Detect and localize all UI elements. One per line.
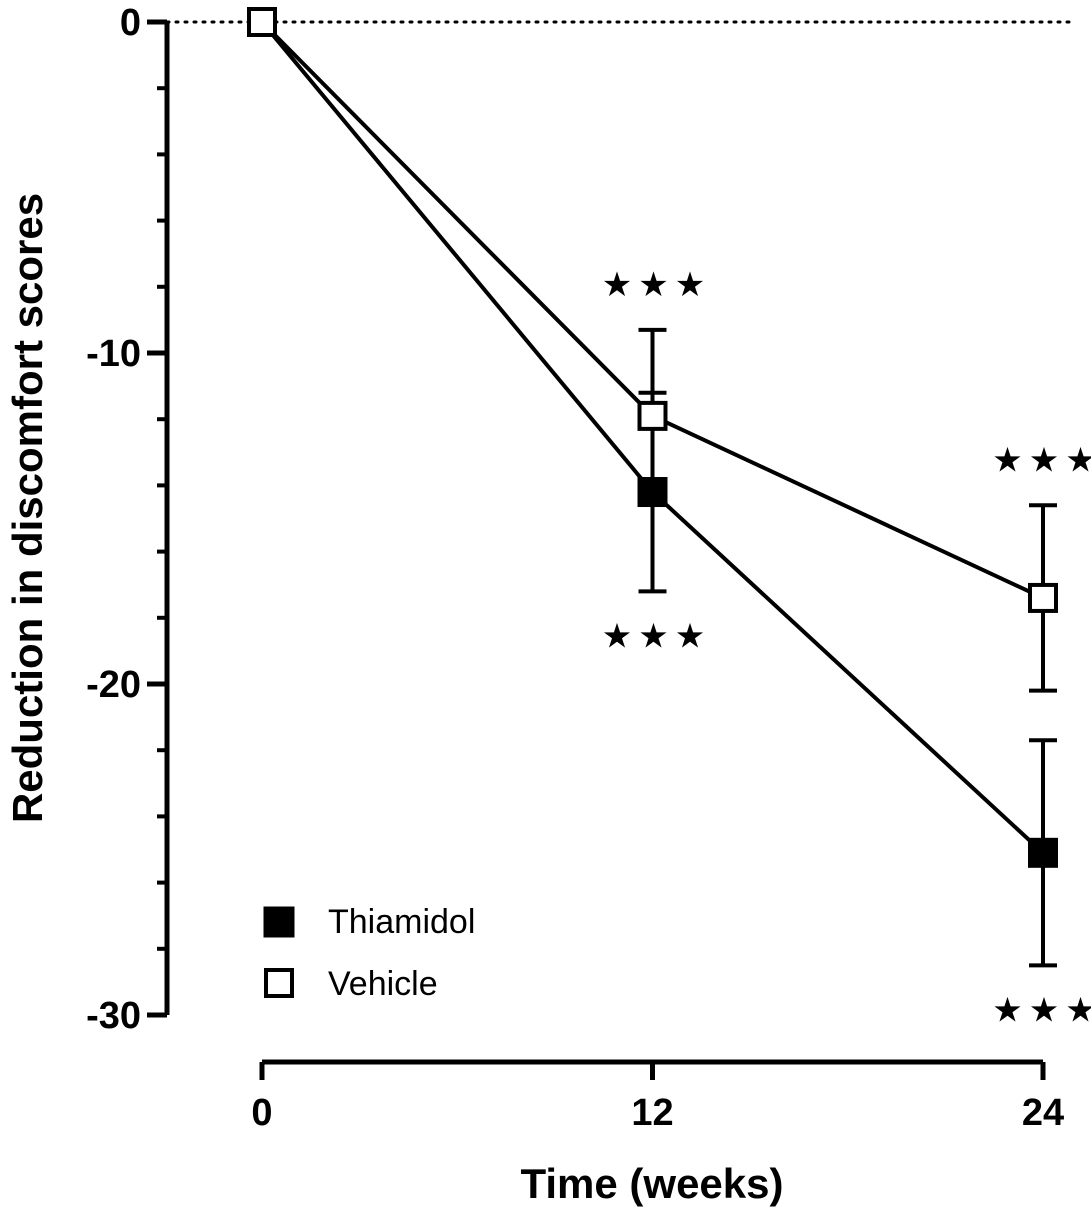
x-axis-title: Time (weeks): [520, 1160, 783, 1207]
data-point-thiamidol: [1028, 837, 1058, 868]
x-tick-label: 24: [1022, 1092, 1064, 1134]
legend-marker-vehicle: [264, 968, 294, 998]
legend-label-thiamidol: Thiamidol: [328, 903, 475, 941]
data-point-vehicle: [637, 400, 668, 431]
y-tick-label: 0: [120, 2, 141, 44]
series-layer: [247, 7, 1058, 968]
x-tick-label: 0: [251, 1092, 272, 1134]
significance-stars-thiamidol: ★★★: [992, 990, 1091, 1030]
significance-stars-thiamidol: ★★★: [602, 616, 711, 656]
significance-markers: ★★★ ★★★ ★★★ ★★★: [602, 265, 1091, 1031]
x-tick-label: 12: [631, 1092, 673, 1134]
y-tick-label: -20: [86, 664, 141, 706]
significance-stars-vehicle: ★★★: [992, 440, 1091, 480]
legend-label-vehicle: Vehicle: [328, 965, 438, 1003]
data-point-vehicle: [1028, 582, 1058, 613]
y-axis-title: Reduction in discomfort scores: [4, 193, 51, 823]
data-point-vehicle: [247, 7, 277, 37]
legend-marker-thiamidol: [263, 906, 295, 938]
y-tick-label: -30: [86, 995, 141, 1037]
significance-stars-vehicle: ★★★: [602, 265, 711, 305]
data-point-thiamidol: [637, 477, 668, 508]
tick-labels: 0 -10 -20 -30 0 12 24: [86, 2, 1064, 1134]
y-tick-label: -10: [86, 333, 141, 375]
axes: [147, 19, 1046, 1080]
legend: Thiamidol Vehicle: [263, 903, 475, 1003]
